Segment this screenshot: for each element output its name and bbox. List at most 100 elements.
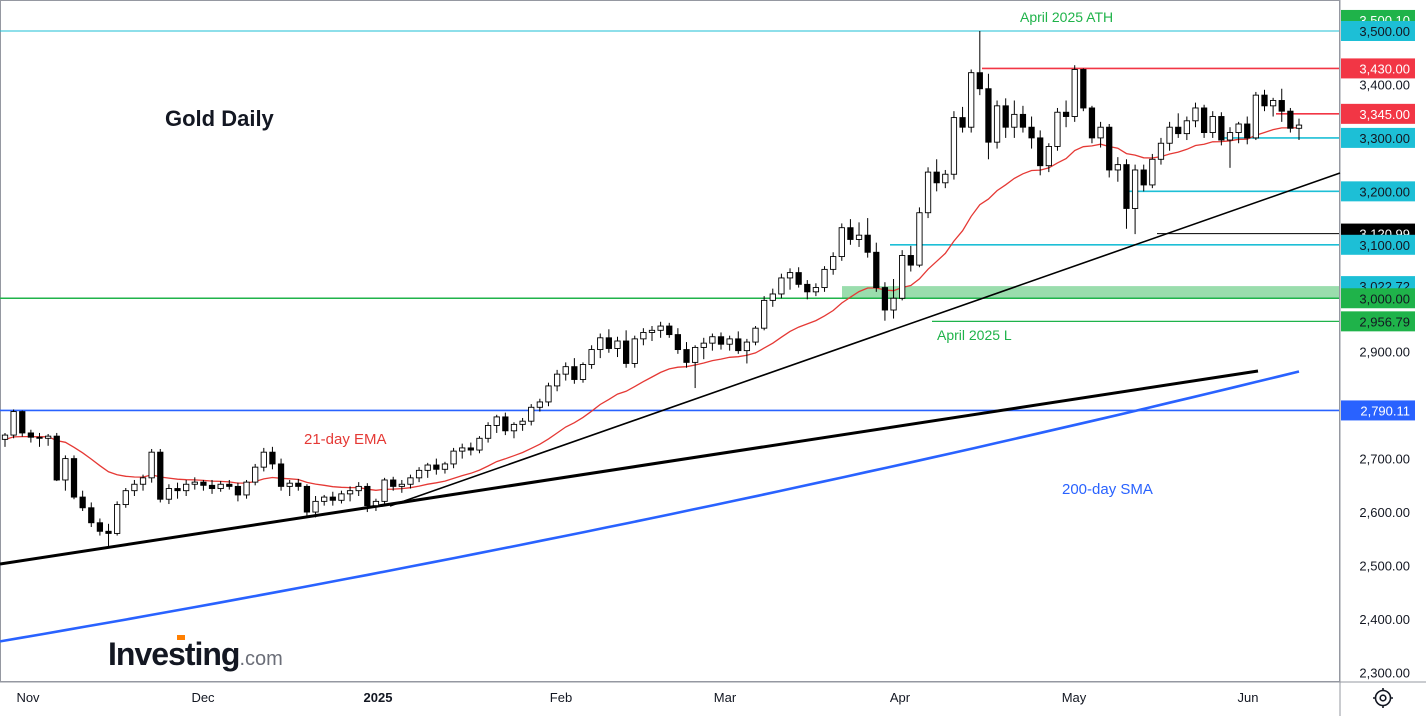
candle: [1114, 157, 1121, 182]
candle-body: [812, 287, 820, 293]
candle-body: [1140, 169, 1147, 186]
candle: [545, 382, 552, 407]
candle: [899, 250, 906, 301]
price-tag-bg: [1341, 288, 1415, 309]
candle-body: [346, 490, 354, 495]
candle: [950, 111, 958, 180]
candle: [1261, 89, 1268, 112]
price-tag-bg: [1341, 311, 1415, 332]
candle-body: [830, 256, 837, 270]
candle: [390, 476, 397, 491]
price-tag-label: 3,345.00: [1359, 107, 1410, 122]
candle-body: [398, 483, 405, 487]
candle: [1028, 116, 1035, 149]
candle: [1244, 116, 1251, 145]
candle: [1123, 159, 1130, 229]
candle-body: [1123, 164, 1130, 209]
candle-body: [890, 297, 897, 311]
candle: [1183, 116, 1190, 141]
candle-body: [303, 485, 311, 513]
candle-body: [881, 287, 889, 311]
candle: [890, 279, 897, 319]
candle: [1080, 68, 1087, 112]
candle-body: [1244, 123, 1251, 139]
candle-body: [295, 482, 302, 487]
candle-body: [88, 507, 95, 524]
candle: [200, 479, 207, 491]
candle-body: [372, 500, 380, 507]
candle-body: [916, 212, 923, 266]
candle: [674, 328, 682, 354]
candle: [1088, 105, 1096, 144]
candle: [985, 73, 992, 160]
candle: [1209, 111, 1216, 138]
candle-body: [864, 234, 871, 253]
candle: [329, 491, 336, 506]
annotation-sma: 200-day SMA: [1062, 481, 1153, 498]
candle: [174, 482, 181, 499]
candle-body: [562, 366, 569, 375]
candle-body: [1175, 126, 1182, 135]
candle-body: [993, 105, 1001, 143]
candle-body: [381, 479, 388, 502]
price-tag: 3,200.00: [1341, 181, 1415, 202]
candle-body: [1071, 69, 1078, 117]
candle: [157, 448, 164, 503]
candle-body: [553, 373, 561, 387]
candle-body: [795, 272, 802, 285]
candle: [139, 474, 147, 491]
candle: [415, 467, 423, 483]
candle: [916, 207, 923, 268]
candle-body: [114, 504, 121, 534]
candle-body: [761, 299, 768, 329]
price-tag: 3,300.00: [1341, 127, 1415, 148]
candle-body: [588, 349, 595, 365]
candle: [450, 447, 457, 469]
candle-body: [899, 255, 906, 299]
candle-body: [502, 416, 509, 432]
candle-body: [1157, 142, 1165, 160]
sma-200-line: [0, 370, 1300, 643]
candle-body: [105, 530, 112, 534]
candle: [476, 436, 483, 454]
candle: [735, 331, 742, 354]
candle: [459, 443, 466, 459]
candle: [1045, 143, 1052, 173]
candle-body: [579, 364, 587, 380]
candle: [1, 432, 9, 447]
candle-body: [252, 466, 259, 483]
candle-body: [519, 420, 526, 425]
candle-body: [778, 277, 785, 295]
candle: [441, 461, 449, 474]
candle: [847, 219, 854, 245]
candle: [1192, 102, 1199, 128]
candle-body: [234, 485, 242, 496]
candle: [717, 332, 725, 350]
candle-body: [657, 325, 664, 331]
candle-body: [769, 293, 776, 301]
candle-body: [873, 251, 880, 289]
candle-body: [821, 268, 828, 289]
candle: [502, 412, 509, 436]
candle: [597, 333, 604, 359]
x-tick-label: Jun: [1238, 690, 1259, 705]
candle: [1071, 65, 1078, 122]
candle: [260, 447, 267, 472]
candle-body: [45, 435, 52, 439]
candle: [933, 159, 940, 192]
candle: [1269, 97, 1277, 117]
candle: [1106, 124, 1113, 178]
candle: [148, 448, 155, 483]
candle-body: [1080, 69, 1087, 109]
candle: [252, 463, 259, 486]
candle: [657, 321, 664, 338]
candle: [372, 498, 380, 511]
candle-body: [62, 458, 69, 481]
candle-body: [1011, 113, 1018, 128]
settings-gear-icon[interactable]: [1373, 688, 1393, 708]
candle-body: [19, 411, 26, 434]
candle-body: [1218, 116, 1225, 141]
candle-body: [1183, 120, 1190, 135]
candle: [1011, 100, 1018, 138]
candle: [804, 280, 811, 300]
